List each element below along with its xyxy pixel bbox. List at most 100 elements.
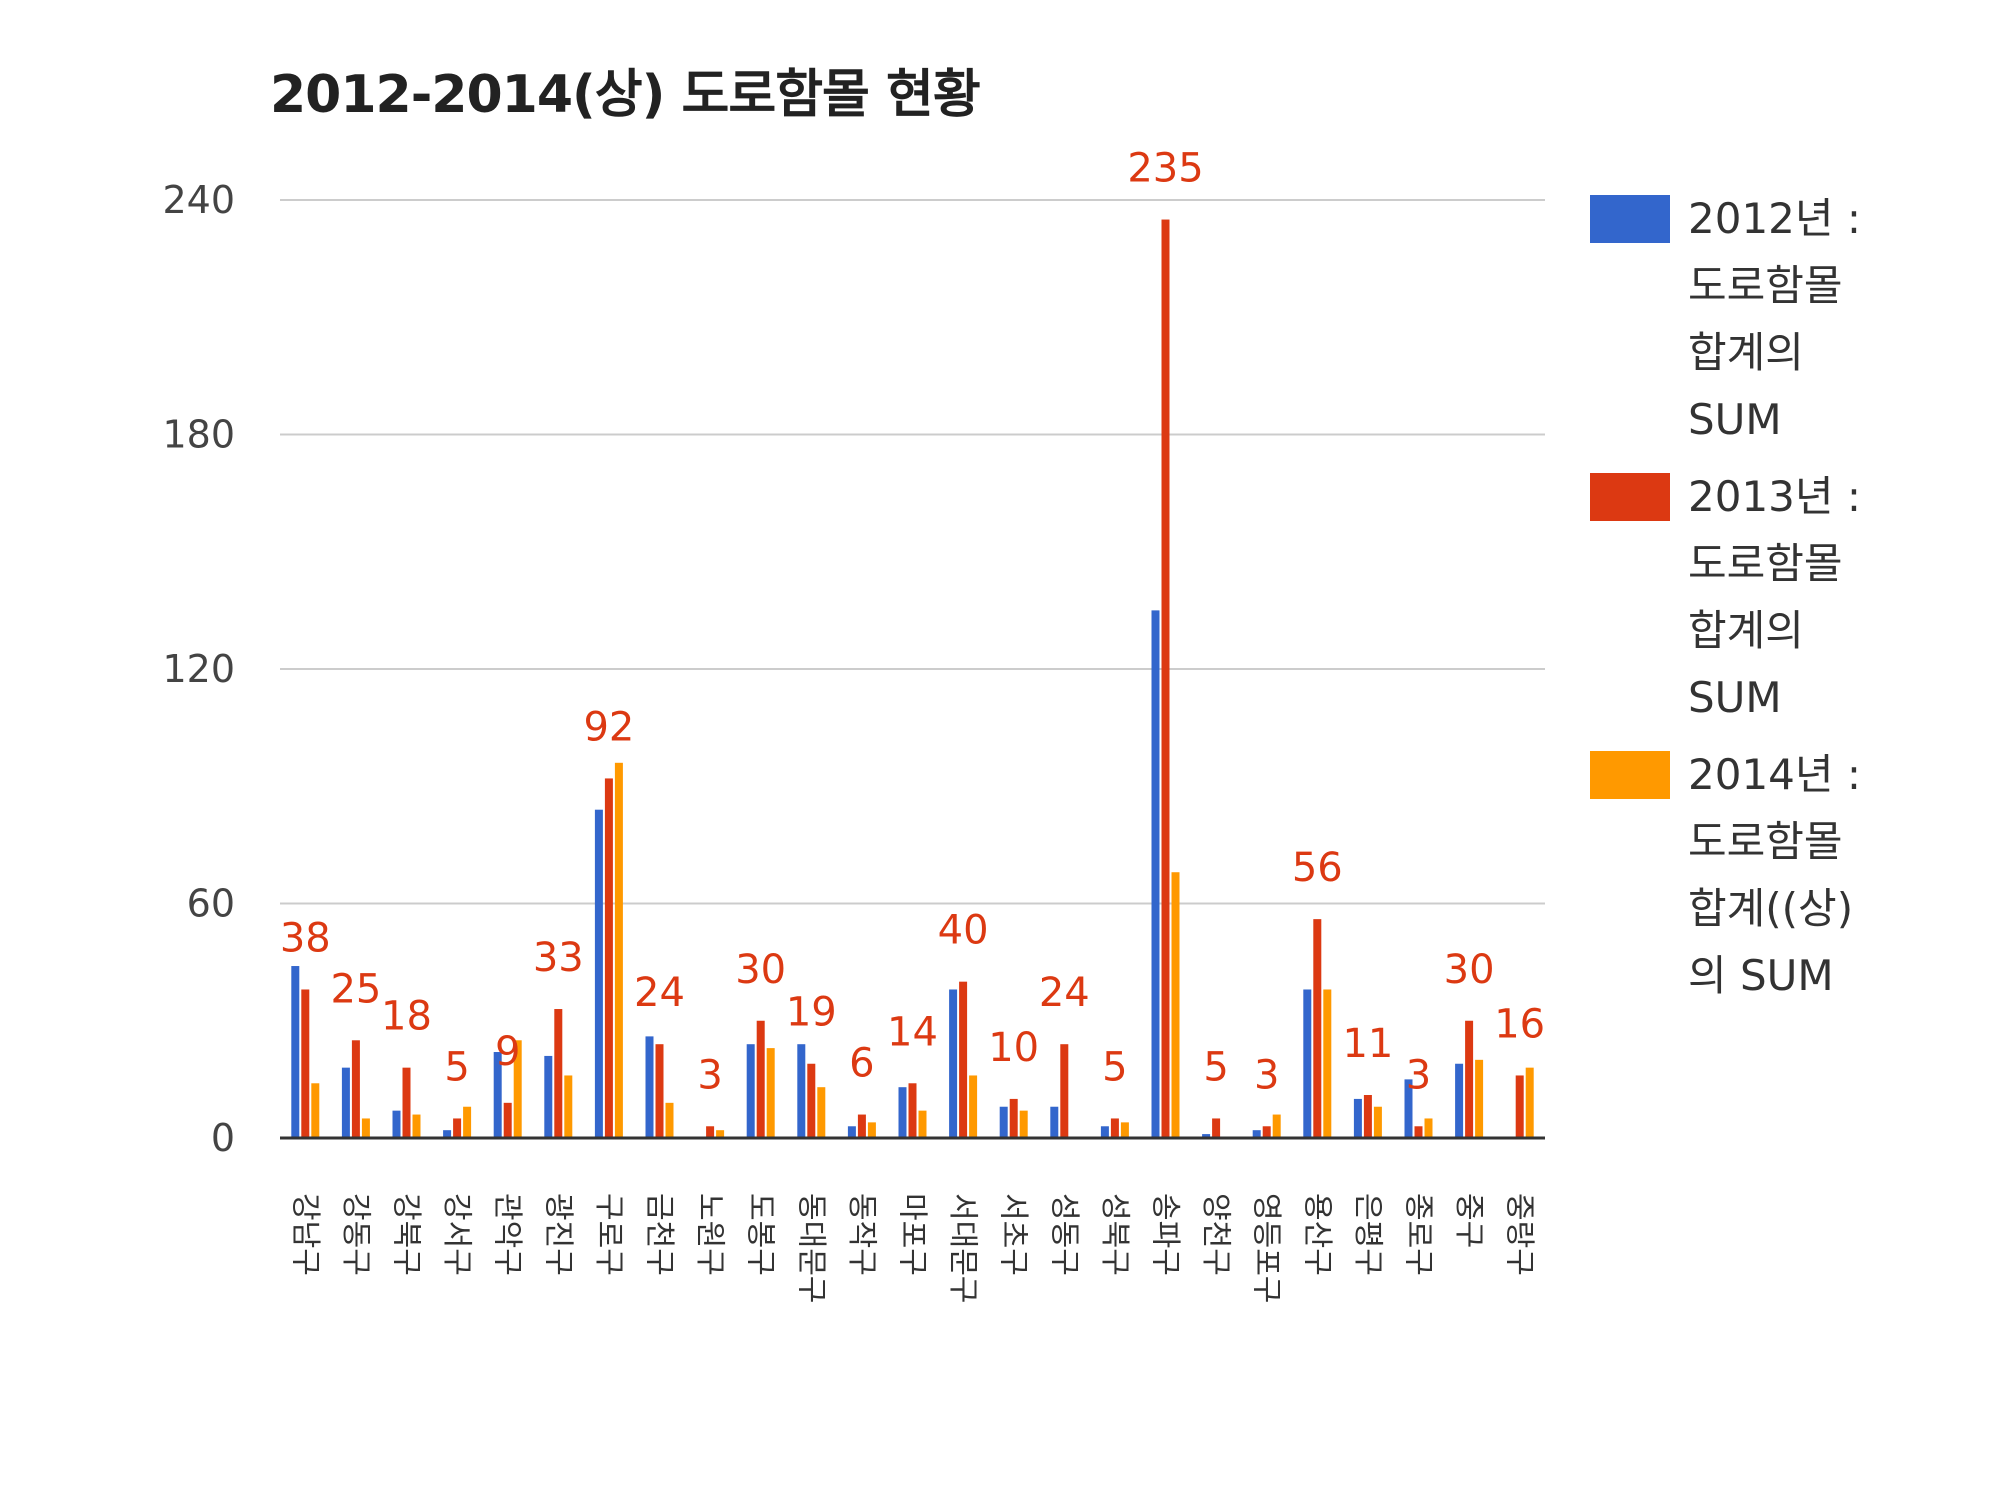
- bar-2-15: [1009, 1098, 1018, 1138]
- legend-label: 2012년 :: [1688, 194, 1861, 243]
- x-tick-label: 강북구: [389, 1193, 424, 1276]
- bar-3-22: [1373, 1106, 1382, 1138]
- x-tick-label: 성북구: [1097, 1193, 1132, 1276]
- data-label: 14: [887, 1009, 938, 1055]
- x-tick-label: 도봉구: [743, 1193, 778, 1276]
- bar-1-19: [1202, 1134, 1211, 1138]
- x-tick-label: 은평구: [1350, 1193, 1385, 1276]
- legend-label: 합계((상): [1688, 884, 1853, 933]
- x-tick-label: 강남구: [287, 1193, 322, 1276]
- y-tick-label: 240: [162, 178, 235, 222]
- legend-label: SUM: [1688, 673, 1782, 722]
- bar-1-10: [746, 1044, 755, 1138]
- bar-3-11: [817, 1087, 826, 1138]
- bar-1-4: [443, 1130, 452, 1138]
- x-tick-label: 노원구: [692, 1193, 727, 1276]
- bar-2-4: [453, 1118, 462, 1138]
- bar-2-7: [604, 778, 613, 1138]
- bar-1-2: [341, 1067, 350, 1138]
- bar-2-23: [1414, 1126, 1423, 1138]
- data-label: 3: [1406, 1052, 1431, 1098]
- bar-2-1: [301, 989, 310, 1138]
- legend-swatch-2: [1590, 473, 1670, 521]
- bar-3-5: [513, 1040, 522, 1138]
- legend-swatch-1: [1590, 195, 1670, 243]
- bar-3-20: [1272, 1114, 1281, 1138]
- data-label: 5: [444, 1044, 469, 1090]
- bar-3-10: [766, 1048, 775, 1138]
- data-label: 3: [697, 1052, 722, 1098]
- legend-label: SUM: [1688, 395, 1782, 444]
- data-label: 18: [381, 994, 432, 1040]
- data-label: 33: [533, 935, 584, 981]
- y-tick-label: 120: [162, 647, 235, 691]
- bar-3-4: [463, 1106, 472, 1138]
- bar-3-24: [1475, 1059, 1484, 1138]
- x-tick-label: 송파구: [1148, 1193, 1183, 1276]
- x-tick-label: 영등포구: [1249, 1193, 1284, 1303]
- data-label: 3: [1254, 1052, 1279, 1098]
- bar-3-9: [716, 1130, 725, 1138]
- bar-3-6: [564, 1075, 573, 1138]
- bar-1-3: [392, 1110, 401, 1138]
- x-tick-label: 서초구: [996, 1193, 1031, 1276]
- bar-2-5: [503, 1102, 512, 1138]
- bar-3-12: [867, 1122, 876, 1138]
- bar-1-7: [594, 809, 603, 1138]
- x-tick-label: 성동구: [1046, 1193, 1081, 1276]
- bar-2-10: [756, 1020, 765, 1138]
- legend-label: 의 SUM: [1688, 951, 1834, 1000]
- legend-label: 도로함몰: [1688, 539, 1843, 588]
- bar-3-14: [969, 1075, 978, 1138]
- bar-2-19: [1212, 1118, 1221, 1138]
- legend-label: 합계의: [1688, 606, 1804, 655]
- bar-2-20: [1262, 1126, 1271, 1138]
- data-label: 40: [938, 908, 989, 954]
- bar-3-15: [1019, 1110, 1028, 1138]
- legend-label: 2014년 :: [1688, 750, 1861, 799]
- bar-1-6: [544, 1055, 553, 1138]
- data-label: 5: [1203, 1044, 1228, 1090]
- x-tick-label: 용산구: [1299, 1193, 1334, 1276]
- x-tick-label: 종로구: [1401, 1193, 1436, 1276]
- bar-2-16: [1060, 1044, 1069, 1138]
- bar-1-20: [1252, 1130, 1261, 1138]
- bar-3-13: [918, 1110, 927, 1138]
- x-tick-label: 금천구: [642, 1193, 677, 1276]
- bar-3-21: [1323, 989, 1332, 1138]
- bar-2-9: [706, 1126, 715, 1138]
- bar-3-17: [1120, 1122, 1129, 1138]
- bar-2-2: [351, 1040, 360, 1138]
- bar-3-18: [1171, 872, 1180, 1138]
- bar-2-12: [857, 1114, 866, 1138]
- bar-2-13: [908, 1083, 917, 1138]
- y-tick-label: 180: [162, 413, 235, 457]
- chart-title: 2012-2014(상) 도로함몰 현황: [270, 65, 981, 125]
- data-label: 38: [280, 915, 331, 961]
- legend-label: 합계의: [1688, 328, 1804, 377]
- bar-2-6: [554, 1009, 563, 1138]
- bar-3-3: [412, 1114, 421, 1138]
- bar-1-8: [645, 1036, 654, 1138]
- legend-swatch-3: [1590, 751, 1670, 799]
- bar-1-24: [1455, 1063, 1464, 1138]
- data-label: 235: [1127, 146, 1203, 192]
- x-tick-label: 양천구: [1198, 1193, 1233, 1276]
- bar-3-8: [665, 1102, 674, 1138]
- x-tick-label: 관악구: [490, 1193, 525, 1276]
- bar-2-17: [1110, 1118, 1119, 1138]
- bar-1-17: [1100, 1126, 1109, 1138]
- legend-label: 도로함몰: [1688, 817, 1843, 866]
- bar-2-18: [1161, 219, 1170, 1138]
- x-tick-label: 중구: [1451, 1193, 1486, 1248]
- legend-label: 도로함몰: [1688, 261, 1843, 310]
- bar-2-14: [959, 981, 968, 1138]
- data-label: 6: [849, 1041, 874, 1087]
- bar-1-5: [493, 1052, 502, 1138]
- x-tick-label: 강서구: [439, 1193, 474, 1276]
- x-tick-label: 동작구: [844, 1193, 879, 1276]
- bar-1-23: [1404, 1079, 1413, 1138]
- bar-1-15: [999, 1106, 1008, 1138]
- bar-1-13: [898, 1087, 907, 1138]
